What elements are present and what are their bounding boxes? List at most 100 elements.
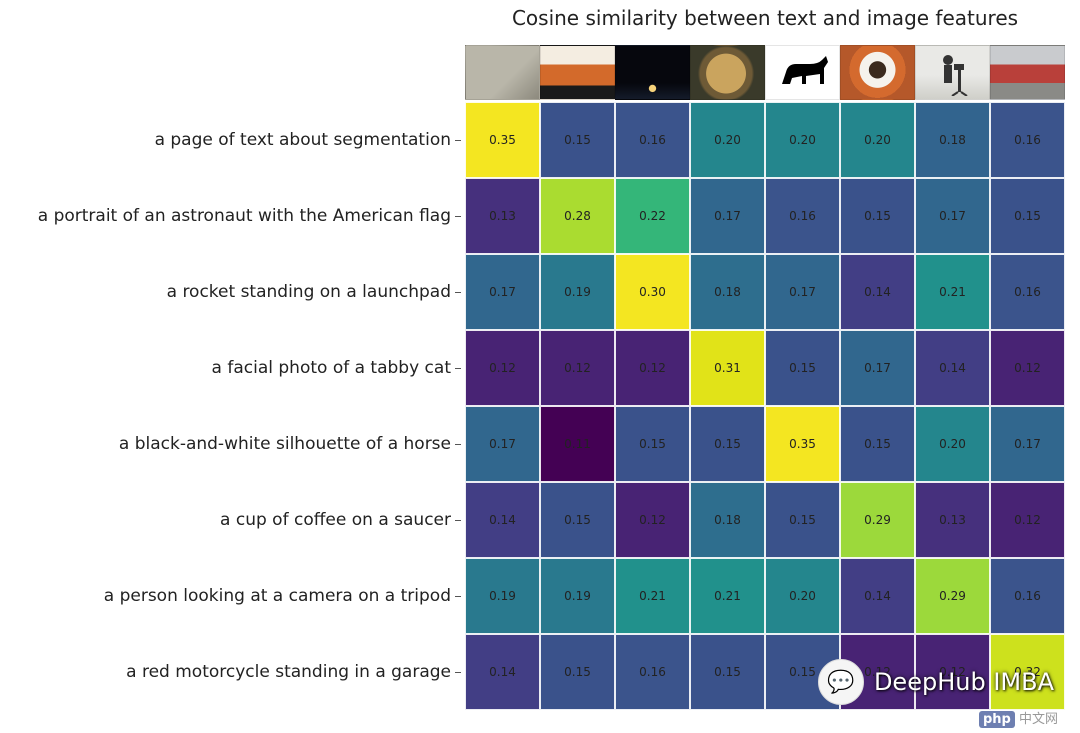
heatmap-cell: 0.16 xyxy=(615,634,690,710)
heatmap-cell: 0.15 xyxy=(540,482,615,558)
heatmap-cell: 0.13 xyxy=(465,178,540,254)
heatmap-cell: 0.14 xyxy=(465,482,540,558)
heatmap-cell: 0.15 xyxy=(765,330,840,406)
heatmap-row: a rocket standing on a launchpad 0.170.19… xyxy=(0,254,1065,330)
heatmap-cell: 0.28 xyxy=(540,178,615,254)
thumb-photographer xyxy=(915,45,990,100)
heatmap-cell: 0.16 xyxy=(990,254,1065,330)
heatmap-cell: 0.18 xyxy=(690,254,765,330)
heatmap-cell: 0.17 xyxy=(840,330,915,406)
watermark-wechat: 💬 DeepHub IMBA xyxy=(810,655,1062,709)
heatmap-cell: 0.11 xyxy=(540,406,615,482)
heatmap-cell: 0.14 xyxy=(840,558,915,634)
row-cells: 0.350.150.160.200.200.200.180.16 xyxy=(465,102,1065,178)
thumb-rocket-launch xyxy=(615,45,690,100)
heatmap-cell: 0.15 xyxy=(540,634,615,710)
heatmap-cell: 0.19 xyxy=(465,558,540,634)
heatmap-row: a person looking at a camera on a tripod… xyxy=(0,558,1065,634)
wechat-icon: 💬 xyxy=(818,659,864,705)
axis-tick xyxy=(455,672,461,673)
heatmap-cell: 0.12 xyxy=(990,330,1065,406)
heatmap-cell: 0.15 xyxy=(765,482,840,558)
row-cells: 0.140.150.120.180.150.290.130.12 xyxy=(465,482,1065,558)
row-label: a portrait of an astronaut with the Amer… xyxy=(0,206,455,226)
row-cells: 0.120.120.120.310.150.170.140.12 xyxy=(465,330,1065,406)
heatmap-cell: 0.13 xyxy=(915,482,990,558)
heatmap-cell: 0.19 xyxy=(540,254,615,330)
heatmap-row: a cup of coffee on a saucer0.140.150.120… xyxy=(0,482,1065,558)
axis-tick xyxy=(455,368,461,369)
heatmap-cell: 0.16 xyxy=(990,102,1065,178)
heatmap-row: a black-and-white silhouette of a horse 0… xyxy=(0,406,1065,482)
heatmap-cell: 0.20 xyxy=(690,102,765,178)
thumb-astronaut xyxy=(540,45,615,100)
row-cells: 0.170.110.150.150.350.150.200.17 xyxy=(465,406,1065,482)
heatmap-cell: 0.22 xyxy=(615,178,690,254)
heatmap-cell: 0.18 xyxy=(915,102,990,178)
row-label: a cup of coffee on a saucer xyxy=(0,510,455,530)
watermark-php: php 中文网 xyxy=(979,708,1058,727)
heatmap-cell: 0.21 xyxy=(615,558,690,634)
heatmap-row: a facial photo of a tabby cat0.120.120.1… xyxy=(0,330,1065,406)
heatmap-cell: 0.15 xyxy=(990,178,1065,254)
heatmap-cell: 0.17 xyxy=(690,178,765,254)
heatmap-cell: 0.14 xyxy=(840,254,915,330)
heatmap-cell: 0.17 xyxy=(990,406,1065,482)
thumb-tabby-cat xyxy=(690,45,765,100)
axis-tick xyxy=(455,292,461,293)
heatmap-cell: 0.17 xyxy=(465,406,540,482)
row-cells: 0.190.190.210.210.200.140.290.16 xyxy=(465,558,1065,634)
row-label: a black-and-white silhouette of a horse xyxy=(0,434,455,454)
axis-tick xyxy=(455,444,461,445)
heatmap-cell: 0.12 xyxy=(615,330,690,406)
heatmap-cell: 0.20 xyxy=(840,102,915,178)
thumb-text-page xyxy=(465,45,540,100)
heatmap-cell: 0.19 xyxy=(540,558,615,634)
heatmap-cell: 0.16 xyxy=(615,102,690,178)
wechat-text: DeepHub IMBA xyxy=(874,668,1054,696)
heatmap-cell: 0.31 xyxy=(690,330,765,406)
heatmap-cell: 0.30 xyxy=(615,254,690,330)
axis-tick xyxy=(455,216,461,217)
row-label: a facial photo of a tabby cat xyxy=(0,358,455,378)
heatmap-cell: 0.15 xyxy=(615,406,690,482)
heatmap-cell: 0.21 xyxy=(915,254,990,330)
heatmap-cell: 0.15 xyxy=(840,178,915,254)
heatmap-cell: 0.16 xyxy=(765,178,840,254)
axis-tick xyxy=(455,596,461,597)
row-label: a rocket standing on a launchpad xyxy=(0,282,455,302)
heatmap-cell: 0.15 xyxy=(840,406,915,482)
heatmap-cell: 0.15 xyxy=(540,102,615,178)
thumb-coffee-cup xyxy=(840,45,915,100)
heatmap-cell: 0.20 xyxy=(765,558,840,634)
heatmap-cell: 0.16 xyxy=(990,558,1065,634)
heatmap-cell: 0.14 xyxy=(465,634,540,710)
row-label: a red motorcycle standing in a garage xyxy=(0,662,455,682)
heatmap-cell: 0.17 xyxy=(465,254,540,330)
php-text: 中文网 xyxy=(1019,712,1058,727)
heatmap-cell: 0.35 xyxy=(465,102,540,178)
axis-tick xyxy=(455,520,461,521)
heatmap-cell: 0.29 xyxy=(840,482,915,558)
heatmap-row: a portrait of an astronaut with the Amer… xyxy=(0,178,1065,254)
heatmap-cell: 0.29 xyxy=(915,558,990,634)
row-label: a page of text about segmentation xyxy=(0,130,455,150)
thumb-horse-silhouette xyxy=(765,45,840,100)
thumb-red-motorcycle xyxy=(990,45,1065,100)
heatmap-cell: 0.21 xyxy=(690,558,765,634)
heatmap-cell: 0.12 xyxy=(990,482,1065,558)
heatmap-cell: 0.17 xyxy=(915,178,990,254)
chart-title: Cosine similarity between text and image… xyxy=(465,6,1065,30)
heatmap-cell: 0.12 xyxy=(615,482,690,558)
axis-tick xyxy=(455,140,461,141)
heatmap-row: a page of text about segmentation0.350.1… xyxy=(0,102,1065,178)
heatmap-cell: 0.20 xyxy=(915,406,990,482)
row-label: a person looking at a camera on a tripod xyxy=(0,586,455,606)
heatmap-cell: 0.12 xyxy=(540,330,615,406)
heatmap-cell: 0.35 xyxy=(765,406,840,482)
heatmap-cell: 0.15 xyxy=(690,406,765,482)
heatmap-cell: 0.20 xyxy=(765,102,840,178)
heatmap-cell: 0.15 xyxy=(690,634,765,710)
heatmap-rows: a page of text about segmentation0.350.1… xyxy=(0,102,1065,710)
row-cells: 0.170.190.300.180.170.140.210.16 xyxy=(465,254,1065,330)
